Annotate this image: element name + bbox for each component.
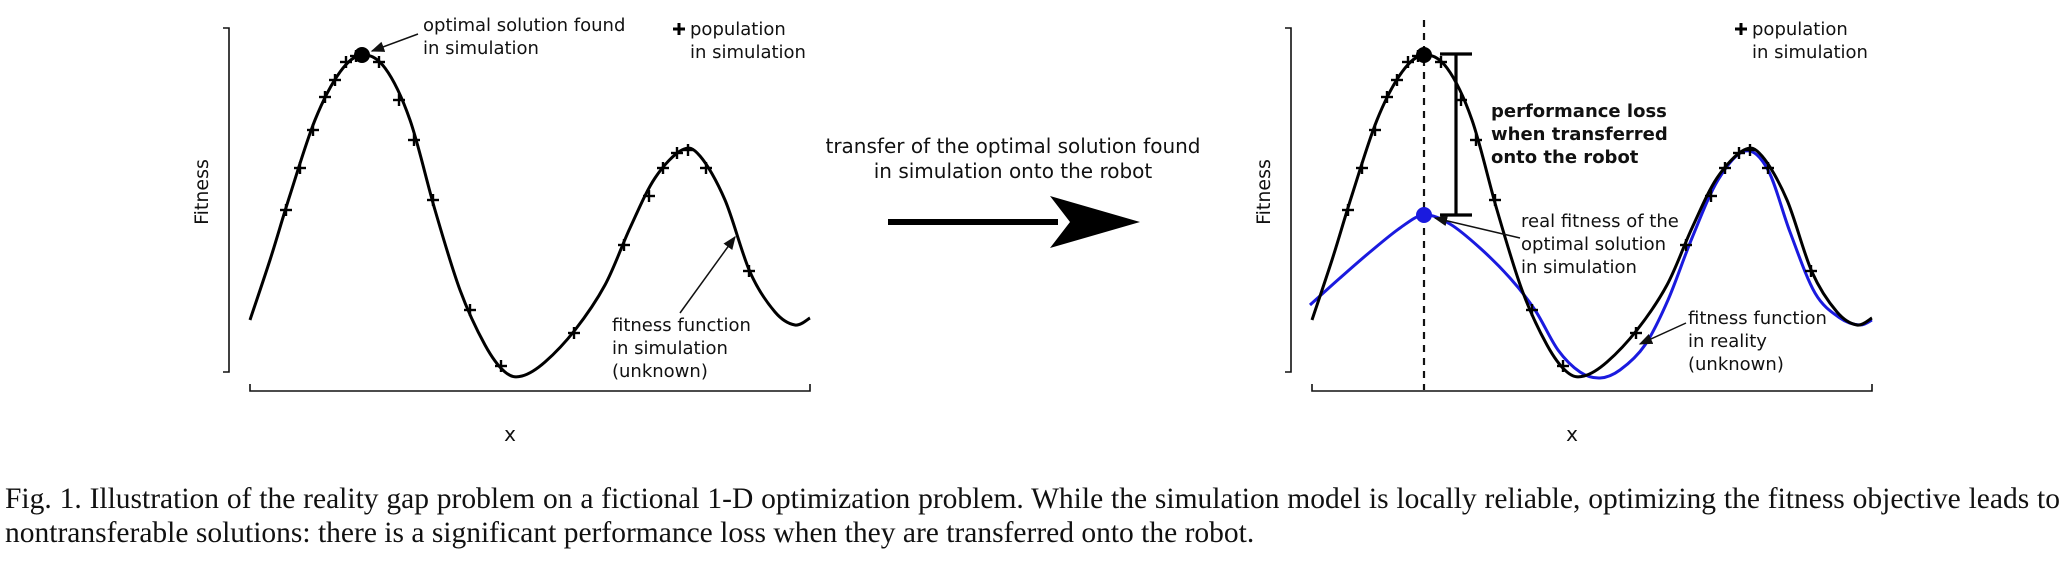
arrow-right-icon: [888, 196, 1140, 248]
optimal-annotation-left-line1: optimal solution found: [423, 15, 625, 36]
caption-text: Illustration of the reality gap problem …: [5, 483, 2060, 549]
plus-marker: [1762, 162, 1774, 174]
plus-marker: [1342, 204, 1354, 216]
plus-marker: [340, 56, 352, 68]
legend-right-line2: in simulation: [1752, 42, 1868, 63]
right-y-axis: [1285, 27, 1292, 373]
plus-marker: [1470, 134, 1482, 146]
plus-marker: [618, 239, 630, 251]
plus-marker: [1526, 304, 1538, 316]
legend-left-line2: in simulation: [690, 42, 806, 63]
optimal-solution-dot-left: [354, 47, 370, 63]
reality-annotation-line2: in reality: [1688, 331, 1767, 352]
plus-marker: [495, 360, 507, 372]
figure-caption: Fig. 1. Illustration of the reality gap …: [5, 482, 2060, 550]
plus-marker: [1680, 239, 1692, 251]
plus-marker: [464, 304, 476, 316]
caption-label: Fig. 1.: [5, 483, 82, 515]
real-fitness-annotation-line2: optimal solution: [1521, 234, 1666, 255]
optimal-annotation-arrow-left: [370, 33, 419, 52]
plus-marker-icon: [1735, 23, 1747, 35]
plus-marker: [1369, 124, 1381, 136]
loss-annotation-line1: performance loss: [1491, 101, 1667, 122]
plus-marker: [1733, 147, 1745, 159]
plus-marker: [1489, 194, 1501, 206]
curve-annotation-left-line2: in simulation: [612, 338, 728, 359]
optimal-annotation-left-line2: in simulation: [423, 38, 539, 59]
plus-marker: [393, 94, 405, 106]
plus-marker: [1630, 327, 1642, 339]
plus-marker: [1381, 91, 1393, 103]
plus-marker: [1705, 190, 1717, 202]
plus-marker: [427, 194, 439, 206]
left-ylabel: Fitness: [191, 159, 213, 225]
curve-annotation-left-line3: (unknown): [612, 361, 708, 382]
left-x-axis: [249, 384, 811, 392]
transfer: transfer of the optimal solution found i…: [825, 134, 1201, 248]
transfer-label-line2: in simulation onto the robot: [874, 159, 1153, 183]
plus-marker: [329, 74, 341, 86]
left-xlabel: x: [504, 422, 516, 446]
plus-marker: [1402, 56, 1414, 68]
reality-annotation-line3: (unknown): [1688, 354, 1784, 375]
plus-marker: [643, 190, 655, 202]
plus-marker: [373, 56, 385, 68]
plus-marker: [743, 265, 755, 277]
right-panel: Fitness x performance loss when transfer…: [1253, 19, 1873, 446]
plus-marker: [568, 327, 580, 339]
left-y-axis: [223, 27, 230, 373]
real-fitness-annotation-line3: in simulation: [1521, 257, 1637, 278]
real-fitness-annotation-line1: real fitness of the: [1521, 211, 1679, 232]
plus-marker: [657, 162, 669, 174]
plus-marker: [307, 124, 319, 136]
curve-annotation-arrow-left: [679, 235, 736, 314]
plus-marker: [1719, 162, 1731, 174]
right-xlabel: x: [1566, 422, 1578, 446]
figure: Fitness x optimal solution found in simu…: [191, 15, 1873, 446]
sim-curve-left: [248, 53, 811, 379]
transfer-label-line1: transfer of the optimal solution found: [825, 134, 1200, 158]
plus-marker: [1391, 74, 1403, 86]
plus-marker: [280, 204, 292, 216]
right-x-axis: [1311, 384, 1873, 392]
curve-annotation-left-line1: fitness function: [612, 315, 751, 336]
reality-annotation-line1: fitness function: [1688, 308, 1827, 329]
loss-annotation-line2: when transferred: [1491, 124, 1668, 145]
performance-loss-bracket: [1440, 52, 1472, 217]
plus-marker: [1356, 162, 1368, 174]
plus-marker: [319, 91, 331, 103]
reality-annotation-arrow: [1638, 322, 1687, 345]
legend-right-line1: population: [1752, 19, 1848, 40]
real-fitness-dot: [1416, 207, 1432, 223]
optimal-solution-dot-right: [1416, 47, 1432, 63]
plus-marker: [408, 134, 420, 146]
legend-left-line1: population: [690, 19, 786, 40]
sim-curve-right: [1310, 53, 1873, 379]
plus-marker: [671, 147, 683, 159]
plus-marker: [294, 162, 306, 174]
left-panel: Fitness x optimal solution found in simu…: [191, 15, 811, 446]
real-fitness-annotation-arrow: [1433, 215, 1521, 239]
plus-marker: [1435, 56, 1447, 68]
plus-marker: [1744, 144, 1756, 156]
plus-marker-icon: [673, 23, 685, 35]
plus-marker: [700, 162, 712, 174]
plus-marker: [682, 144, 694, 156]
plus-marker: [1557, 360, 1569, 372]
right-ylabel: Fitness: [1253, 159, 1275, 225]
plus-marker: [1805, 265, 1817, 277]
loss-annotation-line3: onto the robot: [1491, 147, 1639, 168]
